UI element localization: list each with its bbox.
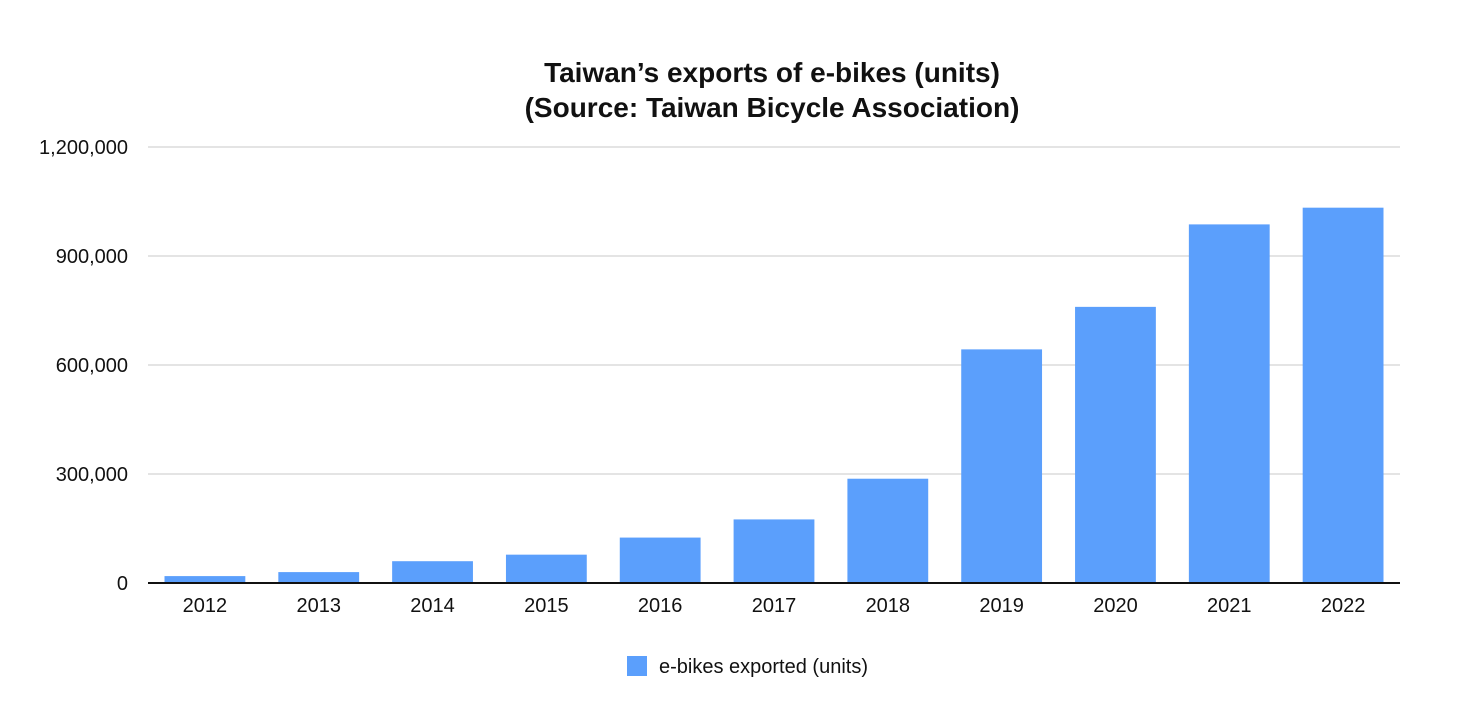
x-axis-tick-labels: 2012 2013 2014 2015 2016 2017 2018 2019 2020 2021… [183,595,1366,617]
y-tick-label: 900,000 [56,246,128,268]
x-tick-label: 2015 [524,595,569,617]
bar-2018 [847,478,929,583]
y-axis-tick-labels: 0 300,000 600,000 900,000 1,200,000 [39,137,128,595]
x-tick-label: 2022 [1321,595,1366,617]
legend-label: e-bikes exported (units) [659,656,868,678]
x-tick-label: 2016 [638,595,683,617]
bar-2020 [1075,306,1156,583]
x-tick-label: 2019 [979,595,1024,617]
x-tick-label: 2020 [1093,595,1138,617]
y-tick-label: 1,200,000 [39,137,128,159]
bar-2017 [733,519,815,583]
bar-2019 [961,349,1043,583]
x-tick-label: 2017 [752,595,797,617]
bar-2014 [392,561,473,583]
bar-2015 [505,554,587,583]
legend: e-bikes exported (units) [627,656,868,678]
bars [164,207,1384,583]
x-tick-label: 2021 [1207,595,1252,617]
y-tick-label: 600,000 [56,355,128,377]
bar-2013 [278,572,360,583]
bar-2022 [1302,207,1384,583]
x-tick-label: 2012 [183,595,228,617]
bar-2021 [1188,224,1270,583]
x-tick-label: 2018 [866,595,911,617]
y-tick-label: 300,000 [56,464,128,486]
chart-title-line-2: (Source: Taiwan Bicycle Association) [525,92,1020,123]
y-tick-label: 0 [117,573,128,595]
chart-title: Taiwan’s exports of e-bikes (units) (Sou… [525,57,1020,123]
bar-2012 [164,576,246,583]
chart-title-line-1: Taiwan’s exports of e-bikes (units) [544,57,1000,88]
x-tick-label: 2014 [410,595,455,617]
bar-2016 [619,537,701,583]
x-tick-label: 2013 [296,595,341,617]
legend-swatch [627,656,647,676]
